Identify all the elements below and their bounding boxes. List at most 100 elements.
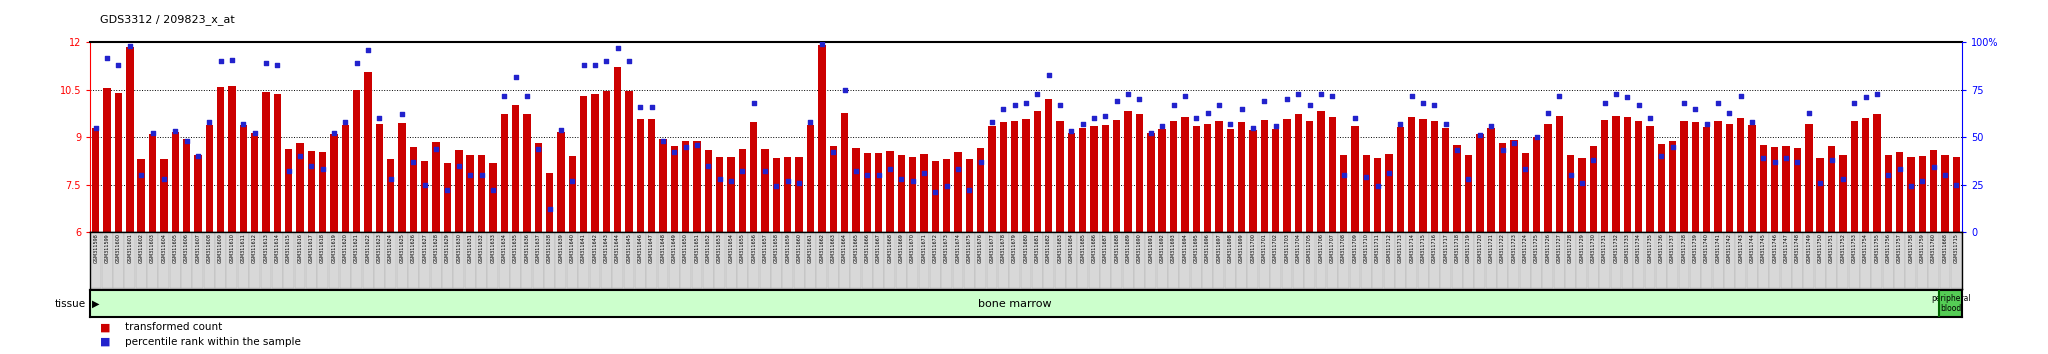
FancyBboxPatch shape bbox=[487, 233, 498, 288]
FancyBboxPatch shape bbox=[1927, 233, 1939, 288]
Bar bbox=[1714, 121, 1722, 232]
FancyBboxPatch shape bbox=[997, 233, 1010, 288]
Bar bbox=[1679, 121, 1688, 232]
FancyBboxPatch shape bbox=[420, 233, 430, 288]
Bar bbox=[1192, 126, 1200, 232]
Bar bbox=[1237, 122, 1245, 232]
FancyBboxPatch shape bbox=[918, 233, 930, 288]
Point bbox=[1509, 166, 1542, 172]
Bar bbox=[874, 153, 883, 232]
FancyBboxPatch shape bbox=[352, 233, 362, 288]
Text: GSM311620: GSM311620 bbox=[342, 234, 348, 263]
Bar bbox=[252, 133, 258, 232]
Point bbox=[1032, 72, 1065, 78]
Text: GSM311746: GSM311746 bbox=[1772, 234, 1778, 263]
Point bbox=[385, 112, 418, 117]
FancyBboxPatch shape bbox=[1270, 233, 1282, 288]
FancyBboxPatch shape bbox=[930, 233, 940, 288]
Point bbox=[227, 121, 260, 127]
Point bbox=[147, 176, 180, 182]
FancyBboxPatch shape bbox=[1485, 233, 1497, 288]
Bar bbox=[1169, 121, 1178, 232]
Point bbox=[1317, 93, 1350, 98]
Text: GSM311611: GSM311611 bbox=[242, 234, 246, 263]
Point bbox=[1737, 119, 1769, 125]
Text: GSM311721: GSM311721 bbox=[1489, 234, 1493, 263]
FancyBboxPatch shape bbox=[760, 233, 770, 288]
Point bbox=[205, 58, 238, 64]
Point bbox=[1747, 155, 1780, 161]
Point bbox=[408, 182, 440, 187]
Text: GSM311756: GSM311756 bbox=[1886, 234, 1890, 263]
Text: GSM311690: GSM311690 bbox=[1137, 234, 1143, 263]
Text: GSM311716: GSM311716 bbox=[1432, 234, 1438, 263]
Point bbox=[1010, 100, 1042, 106]
Bar bbox=[240, 126, 248, 232]
Text: GSM311727: GSM311727 bbox=[1556, 234, 1563, 263]
Text: GSM311654: GSM311654 bbox=[729, 234, 733, 263]
Point bbox=[1180, 115, 1212, 121]
Bar bbox=[1544, 124, 1552, 232]
Point bbox=[1452, 176, 1485, 182]
FancyBboxPatch shape bbox=[1565, 233, 1577, 288]
Bar bbox=[1657, 144, 1665, 232]
FancyBboxPatch shape bbox=[1042, 233, 1055, 288]
Text: GSM311684: GSM311684 bbox=[1069, 234, 1073, 263]
Bar bbox=[1159, 129, 1165, 232]
Text: GSM311741: GSM311741 bbox=[1716, 234, 1720, 263]
Text: GSM311626: GSM311626 bbox=[412, 234, 416, 263]
Bar bbox=[1454, 145, 1460, 232]
Text: transformed count: transformed count bbox=[125, 322, 221, 332]
Text: GSM311709: GSM311709 bbox=[1352, 234, 1358, 263]
Text: GSM311719: GSM311719 bbox=[1466, 234, 1470, 263]
Text: GSM311637: GSM311637 bbox=[537, 234, 541, 263]
Bar bbox=[1919, 156, 1925, 232]
Bar bbox=[330, 134, 338, 232]
Point bbox=[1440, 148, 1473, 153]
Text: GSM311755: GSM311755 bbox=[1874, 234, 1880, 263]
Text: GSM311718: GSM311718 bbox=[1454, 234, 1460, 263]
Bar bbox=[750, 122, 758, 232]
Text: GSM311617: GSM311617 bbox=[309, 234, 313, 263]
Text: GSM311680: GSM311680 bbox=[1024, 234, 1028, 263]
FancyBboxPatch shape bbox=[1872, 233, 1882, 288]
Text: GSM311752: GSM311752 bbox=[1841, 234, 1845, 263]
Text: GSM311728: GSM311728 bbox=[1569, 234, 1573, 263]
Text: GSM311695: GSM311695 bbox=[1194, 234, 1198, 263]
FancyBboxPatch shape bbox=[158, 233, 170, 288]
Point bbox=[580, 62, 612, 68]
FancyBboxPatch shape bbox=[567, 233, 578, 288]
FancyBboxPatch shape bbox=[1090, 233, 1100, 288]
Text: GSM311702: GSM311702 bbox=[1274, 234, 1278, 263]
Bar bbox=[1432, 121, 1438, 232]
Text: GSM311731: GSM311731 bbox=[1602, 234, 1608, 263]
Bar bbox=[954, 152, 963, 232]
FancyBboxPatch shape bbox=[170, 233, 180, 288]
FancyBboxPatch shape bbox=[578, 233, 590, 288]
Text: GSM311675: GSM311675 bbox=[967, 234, 973, 263]
Text: GSM311615: GSM311615 bbox=[287, 234, 291, 263]
FancyBboxPatch shape bbox=[1712, 233, 1724, 288]
Point bbox=[1090, 114, 1122, 119]
Text: GSM311606: GSM311606 bbox=[184, 234, 188, 263]
FancyBboxPatch shape bbox=[135, 233, 147, 288]
Text: GSM311665: GSM311665 bbox=[854, 234, 858, 263]
FancyBboxPatch shape bbox=[1112, 233, 1122, 288]
Point bbox=[805, 41, 838, 47]
Bar bbox=[1567, 155, 1575, 232]
Point bbox=[317, 131, 350, 136]
FancyBboxPatch shape bbox=[725, 233, 737, 288]
Bar bbox=[1102, 126, 1110, 232]
Bar bbox=[727, 157, 735, 232]
Text: GSM311711: GSM311711 bbox=[1376, 234, 1380, 263]
Text: GSM311653: GSM311653 bbox=[717, 234, 723, 263]
Bar bbox=[569, 156, 575, 232]
Point bbox=[1362, 184, 1395, 189]
Bar bbox=[842, 113, 848, 232]
Bar bbox=[1397, 127, 1405, 232]
FancyBboxPatch shape bbox=[1610, 233, 1622, 288]
FancyBboxPatch shape bbox=[545, 233, 555, 288]
Bar bbox=[1669, 141, 1677, 232]
FancyBboxPatch shape bbox=[1769, 233, 1780, 288]
Text: GSM311704: GSM311704 bbox=[1296, 234, 1300, 263]
